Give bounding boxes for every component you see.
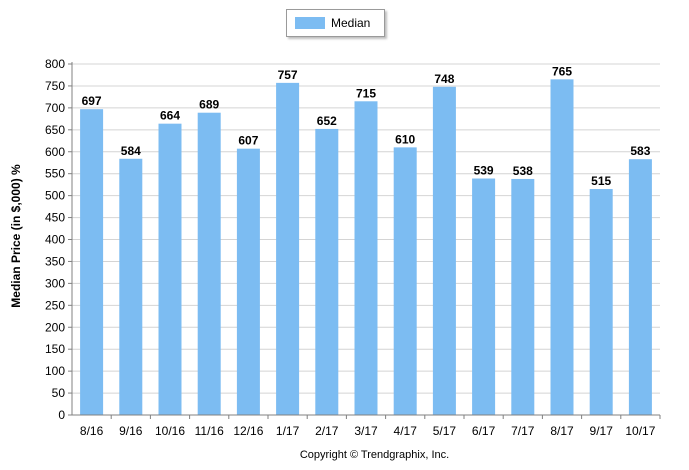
data-label: 765 xyxy=(552,64,572,78)
x-tick-label: 9/17 xyxy=(590,424,614,438)
bar xyxy=(550,79,574,415)
y-axis: 0 50 100 150 200 250 300 350 400 450 500 550 600 650 7… xyxy=(45,57,73,422)
x-tick-label: 7/17 xyxy=(511,424,535,438)
legend: Median xyxy=(286,9,385,37)
bar xyxy=(511,178,535,415)
x-tick-label: 3/17 xyxy=(354,424,378,438)
y-tick-label: 600 xyxy=(45,145,65,159)
bar xyxy=(628,159,652,415)
data-label: 664 xyxy=(160,109,180,123)
x-tick-label: 8/17 xyxy=(550,424,574,438)
y-tick-label: 650 xyxy=(45,123,65,137)
x-tick-label: 10/16 xyxy=(155,424,185,438)
bar xyxy=(158,123,182,416)
data-label: 715 xyxy=(356,86,376,100)
x-tick-label: 4/17 xyxy=(394,424,418,438)
bar xyxy=(80,109,104,415)
data-label: 584 xyxy=(121,144,141,158)
y-tick-label: 150 xyxy=(45,342,65,356)
y-tick-label: 700 xyxy=(45,101,65,115)
bar xyxy=(276,82,300,416)
y-tick-label: 550 xyxy=(45,167,65,181)
data-label: 652 xyxy=(317,114,337,128)
x-tick-label: 8/16 xyxy=(80,424,104,438)
x-tick-label: 2/17 xyxy=(315,424,339,438)
data-label: 689 xyxy=(199,98,219,112)
y-tick-label: 300 xyxy=(45,276,65,290)
data-labels: 697 584 664 689 607 757 652 715 610 748 539 538 765 5… xyxy=(82,64,651,188)
x-tick-label: 9/16 xyxy=(119,424,143,438)
x-tick-label: 11/16 xyxy=(195,424,224,438)
bars xyxy=(80,79,652,416)
bar xyxy=(236,148,260,415)
data-label: 538 xyxy=(513,164,533,178)
x-tick-label: 10/17 xyxy=(625,424,655,438)
data-label: 539 xyxy=(474,164,494,178)
data-label: 583 xyxy=(630,144,650,158)
y-tick-label: 100 xyxy=(45,364,65,378)
y-tick-label: 750 xyxy=(45,79,65,93)
bar xyxy=(119,158,143,415)
bar xyxy=(197,112,221,416)
copyright-footer: Copyright © Trendgraphix, Inc. xyxy=(299,449,450,461)
data-label: 748 xyxy=(434,72,454,86)
y-tick-label: 0 xyxy=(58,408,65,422)
legend-swatch xyxy=(295,17,325,29)
y-tick-label: 200 xyxy=(45,320,65,334)
bar xyxy=(432,86,456,415)
x-axis: 8/16 9/16 10/16 11/16 12/16 1/17 2/17 3/17 4/17 5… xyxy=(72,414,661,438)
y-tick-label: 500 xyxy=(45,189,65,203)
y-tick-label: 50 xyxy=(52,386,66,400)
x-tick-label: 1/17 xyxy=(276,424,300,438)
data-label: 515 xyxy=(591,174,611,188)
y-tick-label: 350 xyxy=(45,254,65,268)
y-tick-label: 250 xyxy=(45,298,65,312)
data-label: 607 xyxy=(238,134,258,148)
bar xyxy=(472,178,496,415)
data-label: 757 xyxy=(278,68,298,82)
x-tick-label: 6/17 xyxy=(472,424,496,438)
data-label: 610 xyxy=(395,132,415,146)
data-label: 697 xyxy=(82,94,102,108)
bar xyxy=(589,189,613,415)
x-tick-label: 5/17 xyxy=(433,424,457,438)
y-tick-label: 800 xyxy=(45,57,65,71)
bar xyxy=(393,147,417,416)
legend-label: Median xyxy=(331,16,371,30)
bar xyxy=(315,128,339,415)
y-axis-label: Median Price (in $,000) % xyxy=(9,164,23,308)
x-tick-label: 12/16 xyxy=(233,424,263,438)
y-tick-label: 400 xyxy=(45,233,65,247)
y-tick-label: 450 xyxy=(45,211,65,225)
bar xyxy=(354,101,378,415)
